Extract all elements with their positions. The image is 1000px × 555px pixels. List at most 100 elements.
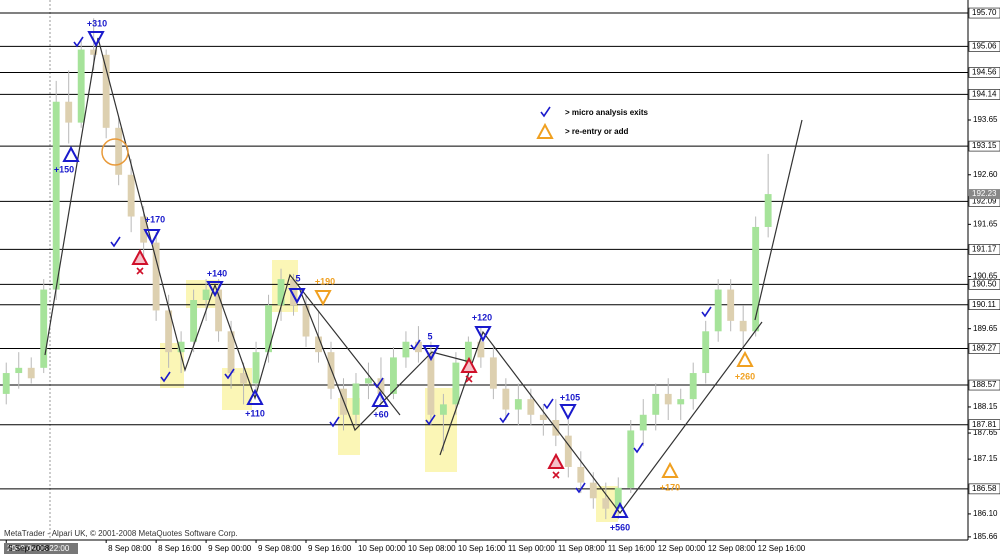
candle-body: [539, 414, 547, 420]
signal-triangle: [143, 229, 161, 246]
level-label-box: [968, 140, 1000, 152]
candle-body: [664, 393, 672, 405]
check-mark: [499, 412, 510, 424]
y-tick-label: 193.65: [973, 115, 998, 124]
candle-body: [764, 194, 772, 227]
x-tick-label: 10 Sep 08:00: [408, 544, 456, 553]
annotation: +150: [54, 164, 74, 174]
candle-body: [564, 435, 572, 467]
candle-body: [302, 305, 310, 337]
x-tick-label: 12 Sep 08:00: [708, 544, 756, 553]
level-label-box: [968, 343, 1000, 354]
level-label: 189.27: [972, 344, 997, 353]
signal-triangle: [422, 345, 440, 362]
x-tick-label: 10 Sep 16:00: [458, 544, 506, 553]
x-tick-label: 11 Sep 00:00: [508, 544, 556, 553]
annotation: +190: [315, 276, 335, 286]
signal-triangle: [206, 281, 224, 298]
level-label: 188.57: [972, 380, 997, 389]
candle-body: [477, 341, 485, 358]
signal-triangle: [62, 145, 80, 162]
candle-body: [627, 430, 635, 488]
candle-body: [464, 341, 472, 363]
candle-body: [90, 49, 98, 55]
candle-body: [602, 498, 610, 509]
check-mark: [329, 416, 340, 428]
candle-body: [152, 242, 160, 311]
level-label: 194.56: [972, 68, 997, 77]
level-label: 187.81: [972, 420, 997, 429]
check-mark: [543, 398, 554, 410]
candle-body: [689, 373, 697, 400]
candle-body: [290, 279, 297, 306]
check-mark: [160, 371, 171, 383]
candle-body: [489, 357, 497, 389]
annotation: +560: [610, 522, 630, 532]
signal-triangle: [371, 390, 389, 407]
candle-body: [165, 310, 173, 353]
candle-body: [452, 362, 460, 405]
level-label-box: [968, 299, 1000, 310]
x-tick-label: 11 Sep 16:00: [608, 544, 656, 553]
candle-body: [27, 367, 35, 379]
annotation: +60: [373, 409, 388, 419]
candle-body: [677, 399, 685, 405]
level-label-box: [968, 67, 1000, 78]
re-entry-circle: [101, 138, 129, 166]
level-label-box: [968, 419, 1000, 430]
candle-body: [377, 378, 385, 394]
annotation: +310: [87, 18, 107, 28]
candle-body: [190, 300, 198, 342]
check-mark: [633, 442, 644, 454]
candle-body: [514, 399, 522, 410]
level-label: 192.09: [972, 197, 997, 206]
candle-body: [177, 341, 185, 353]
level-label-box: [968, 279, 1000, 290]
annotation: +105: [560, 392, 580, 402]
candle-body: [202, 289, 210, 300]
y-tick-label: 191.65: [973, 219, 998, 228]
signal-triangle: [661, 461, 679, 478]
candle-body: [15, 367, 23, 374]
legend-label: > micro analysis exits: [565, 108, 648, 117]
check-mark: [73, 36, 84, 48]
current-price: 192.23: [972, 189, 997, 198]
x-tick-label: 5 Sep 2008: [8, 544, 49, 553]
signal-triangle: [288, 288, 306, 305]
level-label: 194.14: [972, 90, 997, 99]
y-tick-label: 192.60: [973, 170, 998, 179]
x-tick-label: 12 Sep 16:00: [758, 544, 806, 553]
annotation: +120: [472, 312, 492, 322]
candle-body: [414, 341, 422, 353]
check-mark: [425, 414, 436, 426]
signal-triangle: [547, 452, 565, 469]
level-label: 190.50: [972, 279, 997, 288]
candle-body: [502, 388, 510, 410]
signal-triangle: [131, 248, 149, 265]
candle-body: [439, 404, 447, 415]
candle-body: [752, 226, 760, 332]
candle-body: [614, 487, 622, 509]
candle-body: [127, 174, 135, 217]
candle-body: [727, 289, 735, 321]
level-label-box: [968, 41, 1000, 52]
x-tick-label: 12 Sep 00:00: [658, 544, 706, 553]
level-label-box: [968, 89, 1000, 100]
level-label: 193.15: [972, 141, 997, 150]
level-label: 190.11: [972, 300, 996, 309]
signal-triangle: [314, 290, 332, 307]
candle-body: [365, 378, 372, 384]
candle-body: [589, 482, 597, 499]
x-tick-label: 10 Sep 00:00: [358, 544, 406, 553]
candle-body: [102, 54, 110, 128]
zigzag: [44, 37, 803, 514]
level-label-box: [968, 7, 1000, 19]
candle-body: [739, 320, 747, 332]
exit-cross: [552, 471, 560, 479]
y-tick-label: 187.65: [973, 428, 998, 437]
signal-triangle: [87, 31, 105, 48]
candle-body: [402, 341, 410, 358]
candle-body: [577, 466, 585, 483]
annotation: +110: [245, 408, 265, 418]
